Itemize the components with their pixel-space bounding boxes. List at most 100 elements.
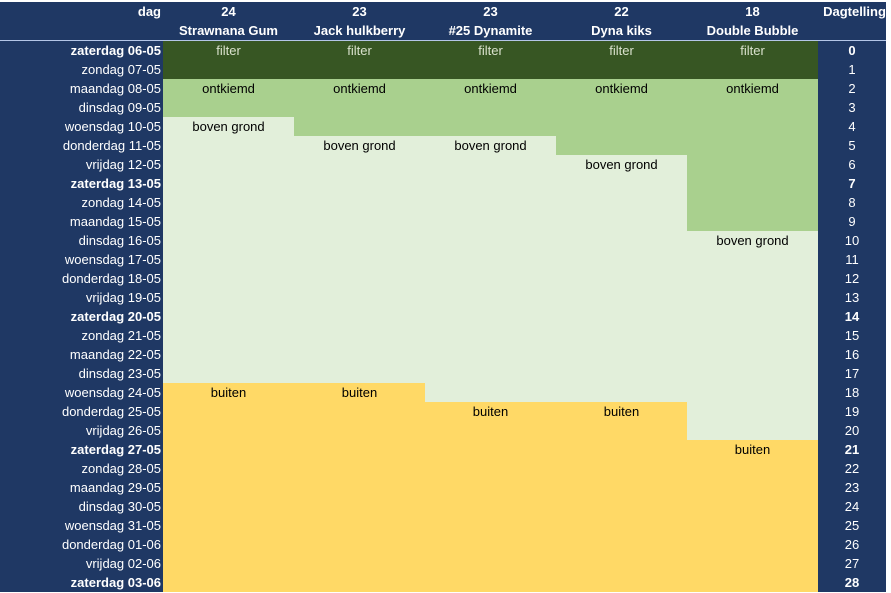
stage-cell[interactable] — [294, 573, 425, 592]
stage-cell[interactable] — [163, 326, 294, 345]
stage-cell[interactable] — [556, 212, 687, 231]
stage-cell[interactable] — [687, 98, 818, 117]
stage-cell[interactable]: boven grond — [556, 155, 687, 174]
date-cell[interactable]: donderdag 01-06 — [0, 535, 163, 554]
stage-cell[interactable] — [294, 231, 425, 250]
stage-cell[interactable] — [425, 421, 556, 440]
stage-cell[interactable] — [425, 383, 556, 402]
stage-cell[interactable]: ontkiemd — [556, 79, 687, 98]
stage-cell[interactable] — [556, 269, 687, 288]
stage-cell[interactable] — [556, 174, 687, 193]
header-dag[interactable]: dag — [0, 2, 163, 21]
stage-cell[interactable] — [687, 497, 818, 516]
stage-cell[interactable] — [294, 478, 425, 497]
stage-cell[interactable]: filter — [163, 41, 294, 60]
day-count-cell[interactable]: 7 — [818, 174, 886, 193]
plant-number[interactable]: 22 — [556, 2, 687, 21]
stage-cell[interactable] — [163, 307, 294, 326]
stage-cell[interactable] — [687, 345, 818, 364]
stage-cell[interactable] — [425, 212, 556, 231]
stage-cell[interactable] — [425, 250, 556, 269]
day-count-cell[interactable]: 11 — [818, 250, 886, 269]
stage-cell[interactable] — [163, 193, 294, 212]
stage-cell[interactable] — [425, 345, 556, 364]
plant-number[interactable]: 23 — [425, 2, 556, 21]
date-cell[interactable]: maandag 22-05 — [0, 345, 163, 364]
day-count-cell[interactable]: 0 — [818, 41, 886, 60]
day-count-cell[interactable]: 14 — [818, 307, 886, 326]
stage-cell[interactable] — [294, 117, 425, 136]
stage-cell[interactable] — [294, 535, 425, 554]
stage-cell[interactable] — [556, 573, 687, 592]
stage-cell[interactable] — [294, 193, 425, 212]
stage-cell[interactable] — [425, 60, 556, 79]
plant-name[interactable]: Double Bubble — [687, 21, 818, 40]
date-cell[interactable]: woensdag 31-05 — [0, 516, 163, 535]
stage-cell[interactable] — [294, 345, 425, 364]
header-dagtelling[interactable]: Dagtelling — [818, 2, 891, 21]
date-cell[interactable]: vrijdag 19-05 — [0, 288, 163, 307]
stage-cell[interactable] — [425, 554, 556, 573]
date-cell[interactable]: zondag 14-05 — [0, 193, 163, 212]
stage-cell[interactable] — [163, 440, 294, 459]
stage-cell[interactable] — [425, 231, 556, 250]
stage-cell[interactable]: ontkiemd — [163, 79, 294, 98]
day-count-cell[interactable]: 13 — [818, 288, 886, 307]
stage-cell[interactable] — [163, 554, 294, 573]
stage-cell[interactable] — [425, 117, 556, 136]
stage-cell[interactable]: ontkiemd — [687, 79, 818, 98]
day-count-cell[interactable]: 5 — [818, 136, 886, 155]
stage-cell[interactable] — [425, 516, 556, 535]
stage-cell[interactable] — [163, 497, 294, 516]
stage-cell[interactable] — [556, 288, 687, 307]
stage-cell[interactable] — [294, 459, 425, 478]
stage-cell[interactable] — [294, 250, 425, 269]
plant-number[interactable]: 23 — [294, 2, 425, 21]
stage-cell[interactable] — [294, 269, 425, 288]
stage-cell[interactable] — [556, 516, 687, 535]
stage-cell[interactable]: buiten — [294, 383, 425, 402]
date-cell[interactable]: donderdag 18-05 — [0, 269, 163, 288]
date-cell[interactable]: woensdag 24-05 — [0, 383, 163, 402]
date-cell[interactable]: vrijdag 26-05 — [0, 421, 163, 440]
stage-cell[interactable]: ontkiemd — [425, 79, 556, 98]
stage-cell[interactable]: filter — [425, 41, 556, 60]
stage-cell[interactable] — [687, 288, 818, 307]
date-cell[interactable]: woensdag 17-05 — [0, 250, 163, 269]
stage-cell[interactable] — [425, 459, 556, 478]
stage-cell[interactable] — [687, 250, 818, 269]
day-count-cell[interactable]: 18 — [818, 383, 886, 402]
stage-cell[interactable] — [556, 117, 687, 136]
date-cell[interactable]: zaterdag 27-05 — [0, 440, 163, 459]
day-count-cell[interactable]: 8 — [818, 193, 886, 212]
date-cell[interactable]: dinsdag 23-05 — [0, 364, 163, 383]
day-count-cell[interactable]: 12 — [818, 269, 886, 288]
day-count-cell[interactable]: 25 — [818, 516, 886, 535]
day-count-cell[interactable]: 22 — [818, 459, 886, 478]
stage-cell[interactable]: boven grond — [163, 117, 294, 136]
stage-cell[interactable] — [163, 174, 294, 193]
day-count-cell[interactable]: 20 — [818, 421, 886, 440]
stage-cell[interactable] — [294, 421, 425, 440]
day-count-cell[interactable]: 6 — [818, 155, 886, 174]
stage-cell[interactable] — [425, 535, 556, 554]
stage-cell[interactable]: ontkiemd — [294, 79, 425, 98]
stage-cell[interactable]: boven grond — [687, 231, 818, 250]
date-cell[interactable]: donderdag 11-05 — [0, 136, 163, 155]
day-count-cell[interactable]: 21 — [818, 440, 886, 459]
stage-cell[interactable] — [687, 421, 818, 440]
stage-cell[interactable] — [556, 440, 687, 459]
day-count-cell[interactable]: 24 — [818, 497, 886, 516]
stage-cell[interactable] — [687, 155, 818, 174]
plant-name[interactable]: Dyna kiks — [556, 21, 687, 40]
stage-cell[interactable] — [556, 60, 687, 79]
day-count-cell[interactable]: 15 — [818, 326, 886, 345]
stage-cell[interactable] — [687, 459, 818, 478]
stage-cell[interactable] — [425, 440, 556, 459]
date-cell[interactable]: dinsdag 16-05 — [0, 231, 163, 250]
stage-cell[interactable] — [687, 212, 818, 231]
stage-cell[interactable] — [294, 364, 425, 383]
day-count-cell[interactable]: 17 — [818, 364, 886, 383]
stage-cell[interactable] — [556, 98, 687, 117]
stage-cell[interactable] — [163, 60, 294, 79]
